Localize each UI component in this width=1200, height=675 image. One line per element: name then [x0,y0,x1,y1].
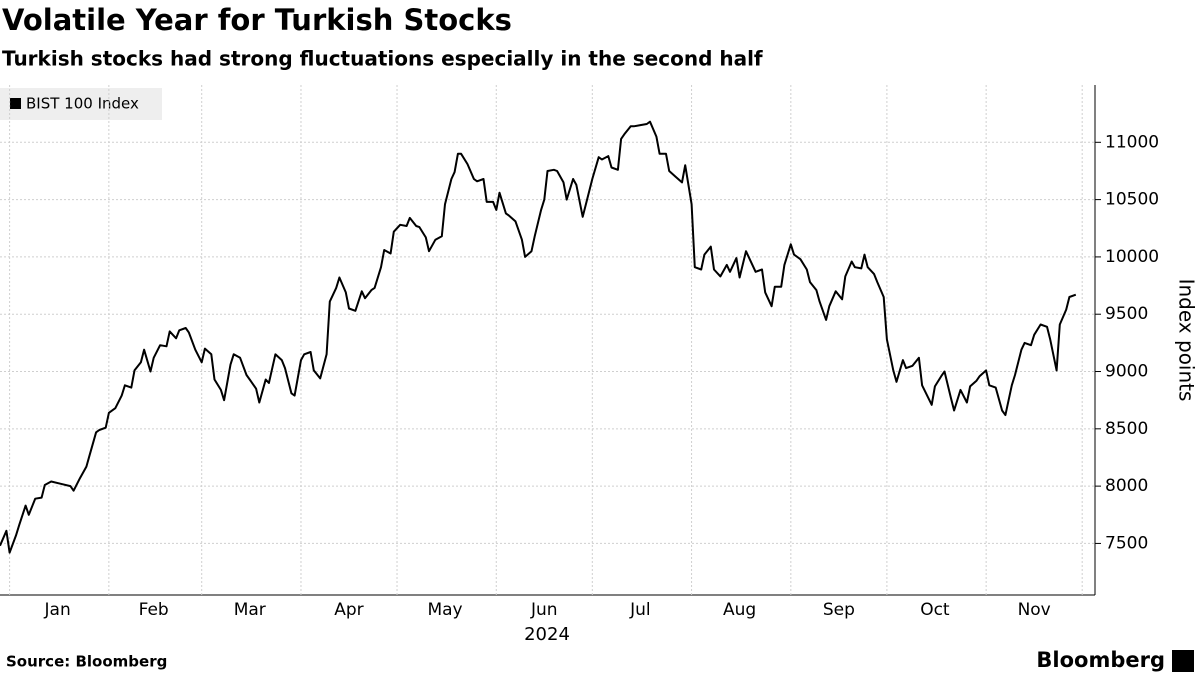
y-tick-label: 7500 [1105,533,1148,553]
y-tick-label: 10500 [1105,190,1159,210]
x-tick-label: Oct [920,600,950,620]
y-tick-label: 9500 [1105,304,1148,324]
x-tick-label: May [427,600,462,620]
chart-subtitle: Turkish stocks had strong fluctuations e… [2,47,763,71]
source: Source: Bloomberg [6,653,167,671]
x-tick-label: Feb [139,600,169,620]
x-tick-label: Jan [44,600,71,620]
x-axis-label: 2024 [524,624,570,645]
legend-box [0,88,162,120]
y-tick-label: 11000 [1105,132,1159,152]
brand-icon [1172,650,1194,672]
x-tick-label: Nov [1018,600,1051,620]
x-tick-label: Sep [823,600,855,620]
chart-title: Volatile Year for Turkish Stocks [2,3,512,37]
y-tick-label: 9000 [1105,362,1148,382]
x-tick-label: Jun [530,600,558,620]
x-tick-label: Jul [629,600,651,620]
y-tick-label: 8000 [1105,476,1148,496]
y-axis-label: Index points [1175,279,1199,402]
x-tick-label: Apr [334,600,363,620]
x-tick-label: Aug [723,600,756,620]
x-tick-label: Mar [234,600,266,620]
legend-label: BIST 100 Index [26,95,139,113]
y-tick-label: 8500 [1105,419,1148,439]
y-tick-label: 10000 [1105,247,1159,267]
legend-swatch [10,98,21,109]
brand: Bloomberg [1036,648,1165,672]
line-series [0,120,1077,554]
